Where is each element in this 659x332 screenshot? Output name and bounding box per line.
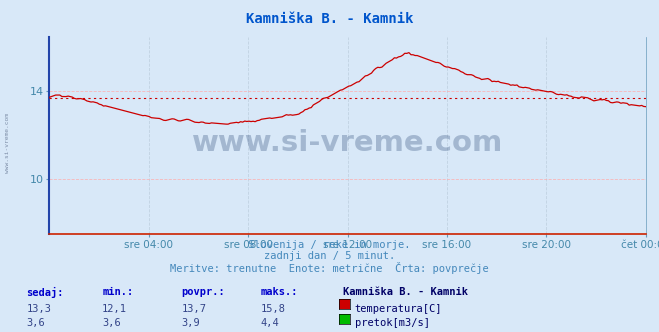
Text: Kamniška B. - Kamnik: Kamniška B. - Kamnik xyxy=(343,287,468,297)
Text: Kamniška B. - Kamnik: Kamniška B. - Kamnik xyxy=(246,12,413,26)
Text: min.:: min.: xyxy=(102,287,133,297)
Text: 15,8: 15,8 xyxy=(260,304,285,314)
Text: temperatura[C]: temperatura[C] xyxy=(355,304,442,314)
Text: 3,9: 3,9 xyxy=(181,318,200,328)
Text: Meritve: trenutne  Enote: metrične  Črta: povprečje: Meritve: trenutne Enote: metrične Črta: … xyxy=(170,262,489,274)
Text: sedaj:: sedaj: xyxy=(26,287,64,298)
Text: 13,7: 13,7 xyxy=(181,304,206,314)
Text: 13,3: 13,3 xyxy=(26,304,51,314)
Text: 12,1: 12,1 xyxy=(102,304,127,314)
Text: zadnji dan / 5 minut.: zadnji dan / 5 minut. xyxy=(264,251,395,261)
Text: 3,6: 3,6 xyxy=(102,318,121,328)
Text: www.si-vreme.com: www.si-vreme.com xyxy=(192,129,503,157)
Text: 3,6: 3,6 xyxy=(26,318,45,328)
Text: Slovenija / reke in morje.: Slovenija / reke in morje. xyxy=(248,240,411,250)
Text: pretok[m3/s]: pretok[m3/s] xyxy=(355,318,430,328)
Text: www.si-vreme.com: www.si-vreme.com xyxy=(5,113,11,173)
Text: 4,4: 4,4 xyxy=(260,318,279,328)
Text: maks.:: maks.: xyxy=(260,287,298,297)
Text: povpr.:: povpr.: xyxy=(181,287,225,297)
